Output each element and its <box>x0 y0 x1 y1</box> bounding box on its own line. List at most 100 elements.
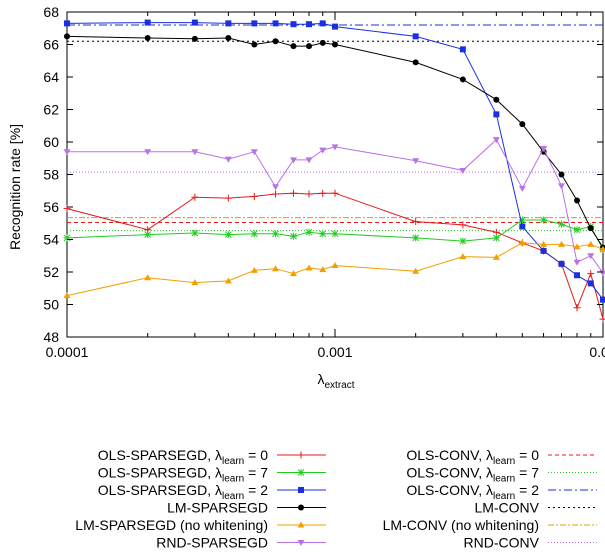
data-point <box>225 231 232 238</box>
data-point <box>493 97 499 103</box>
data-point <box>145 35 151 41</box>
x-axis-label-subscript: extract <box>324 380 354 391</box>
series-line-4 <box>67 243 603 296</box>
data-point <box>290 21 296 27</box>
legend-label-constant-4: LM-CONV (no whitening) <box>383 517 539 533</box>
series-line-2 <box>67 23 603 300</box>
data-point <box>519 121 525 127</box>
data-point <box>251 230 258 237</box>
series-5 <box>64 137 605 276</box>
series-layer <box>64 20 605 323</box>
data-point <box>320 20 326 26</box>
data-point <box>413 59 419 65</box>
legend-marker-series-0 <box>298 452 305 459</box>
data-point <box>290 190 297 197</box>
legend-label-series-5: RND-SPARSEGD <box>156 535 268 549</box>
legend-marker-series-3 <box>298 505 304 511</box>
data-point <box>540 217 547 224</box>
data-point <box>64 234 71 241</box>
data-point <box>144 274 151 280</box>
data-point <box>459 253 466 259</box>
data-point <box>272 191 279 198</box>
data-point <box>413 33 419 39</box>
data-point <box>600 297 605 303</box>
data-point <box>332 190 339 197</box>
constant-lines-layer <box>67 25 603 231</box>
data-point <box>319 148 326 154</box>
data-point <box>306 264 313 270</box>
legend-label-constant-3: LM-CONV <box>474 500 539 516</box>
data-point <box>574 272 580 278</box>
data-point <box>493 111 499 117</box>
y-tick-label: 54 <box>43 232 59 248</box>
series-line-5 <box>67 140 603 273</box>
plot-frame <box>67 12 603 337</box>
data-point <box>558 172 564 178</box>
series-0 <box>64 190 605 323</box>
data-point <box>290 43 296 49</box>
data-point <box>600 270 605 276</box>
data-point <box>144 231 151 238</box>
plot-frame-layer <box>67 12 603 337</box>
y-tick-label: 52 <box>43 264 59 280</box>
data-point <box>558 221 565 228</box>
data-point <box>541 248 547 254</box>
data-point <box>272 265 279 271</box>
x-axis-label-main: λ <box>317 371 324 387</box>
data-point <box>574 226 581 233</box>
data-point <box>332 24 338 30</box>
data-point <box>290 233 297 240</box>
data-point <box>64 20 70 26</box>
data-point <box>460 76 466 82</box>
data-point <box>412 218 419 225</box>
data-point <box>191 194 198 201</box>
x-tick-label: 0.01 <box>589 344 605 360</box>
legend-label-constant-5: RND-CONV <box>464 535 540 549</box>
y-tick-label: 66 <box>43 37 59 53</box>
data-point <box>272 230 279 237</box>
data-point <box>225 20 231 26</box>
data-point <box>320 40 326 46</box>
data-point <box>272 184 279 190</box>
legend-marker-series-2 <box>298 487 304 493</box>
y-tick-label: 60 <box>43 134 59 150</box>
data-point <box>273 38 279 44</box>
x-tick-label: 0.0001 <box>46 344 89 360</box>
data-point <box>225 35 231 41</box>
data-point <box>319 190 326 197</box>
data-point <box>558 261 564 267</box>
data-point <box>225 195 232 202</box>
data-point <box>574 304 581 311</box>
series-4 <box>64 239 605 298</box>
data-point <box>558 183 565 189</box>
data-point <box>588 280 594 286</box>
data-point <box>332 230 339 237</box>
data-point <box>306 21 312 27</box>
legend-marker-series-1 <box>298 469 305 476</box>
data-point <box>459 238 466 245</box>
y-tick-label: 58 <box>43 167 59 183</box>
x-tick-label: 0.001 <box>317 344 352 360</box>
data-point <box>519 186 526 192</box>
data-point <box>588 225 594 231</box>
data-point <box>251 193 258 200</box>
data-point <box>332 262 339 268</box>
data-point <box>64 33 70 39</box>
data-point <box>251 20 257 26</box>
data-point <box>306 43 312 49</box>
y-tick-label: 48 <box>43 329 59 345</box>
data-point <box>558 241 565 247</box>
data-point <box>459 168 466 174</box>
data-point <box>574 198 580 204</box>
data-point <box>587 270 594 277</box>
y-tick-label: 68 <box>43 4 59 20</box>
data-point <box>225 157 232 163</box>
series-line-0 <box>67 193 603 319</box>
data-point <box>64 205 71 212</box>
data-point <box>587 253 594 259</box>
x-axis-label: λextract <box>317 371 354 391</box>
data-point <box>191 230 198 237</box>
data-point <box>519 224 525 230</box>
data-point <box>587 241 594 247</box>
